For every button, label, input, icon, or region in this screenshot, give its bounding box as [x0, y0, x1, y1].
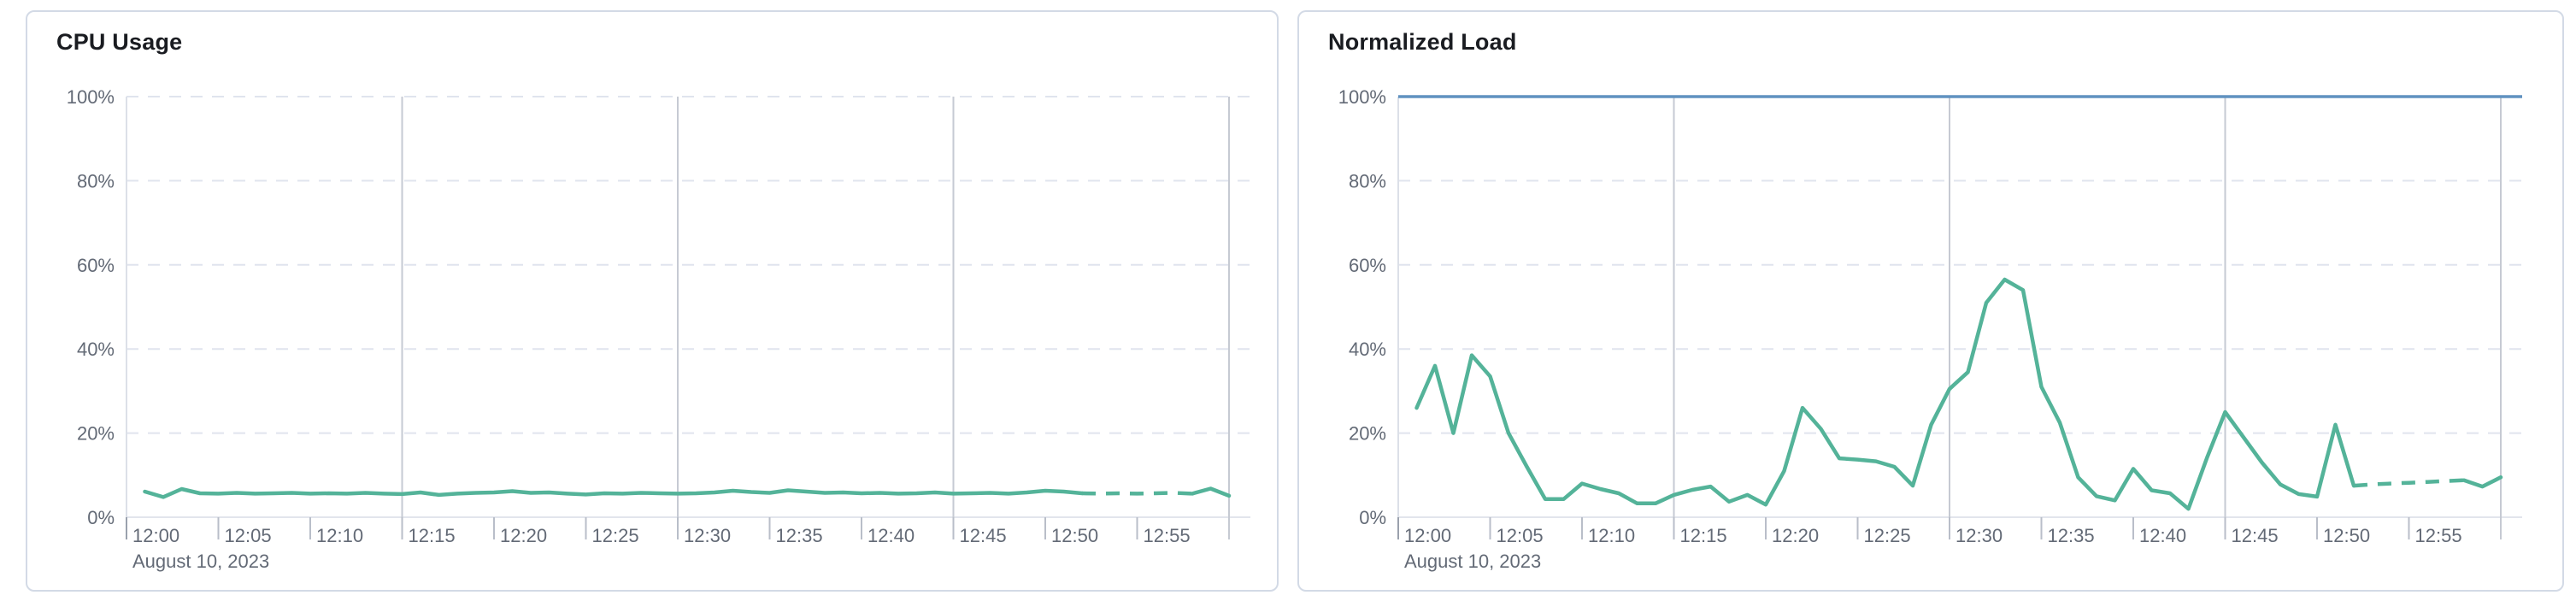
x-tick-label: 12:35 [2048, 525, 2095, 546]
x-tick-label: 12:40 [2139, 525, 2186, 546]
y-tick-label: 0% [87, 507, 115, 528]
y-tick-label: 100% [1338, 86, 1386, 108]
x-tick-label: 12:55 [2415, 525, 2462, 546]
x-tick-label: 12:20 [1772, 525, 1819, 546]
y-tick-label: 60% [1349, 255, 1386, 276]
x-tick-label: 12:00 [132, 525, 179, 546]
x-tick-label: 12:25 [1864, 525, 1911, 546]
y-tick-label: 80% [77, 170, 115, 192]
x-tick-label: 12:50 [1051, 525, 1098, 546]
y-tick-label: 100% [67, 86, 115, 108]
x-tick-label: 12:00 [1404, 525, 1451, 546]
cpu-usage-chart-svg: 12:00 12:05 12:10 12:15 12:20 12:25 12:30 12:35… [67, 86, 1250, 572]
x-tick-label: 12:45 [960, 525, 1007, 546]
x-tick-label: 12:40 [867, 525, 915, 546]
y-tick-label: 40% [77, 339, 115, 360]
x-tick-label: 12:55 [1144, 525, 1191, 546]
chart-card-normalized-load: Normalized Load 12:00 12:05 12:10 12:15 12:2… [1297, 10, 2564, 592]
y-tick-label: 60% [77, 255, 115, 276]
cpu-usage-line-tail [1190, 486, 1232, 498]
chart-title-cpu-usage: CPU Usage [56, 29, 183, 55]
x-date-label: August 10, 2023 [132, 551, 269, 572]
y-tick-label: 40% [1349, 339, 1386, 360]
y-tick-label: 0% [1359, 507, 1386, 528]
y-tick-label: 20% [1349, 423, 1386, 445]
x-tick-label: 12:20 [500, 525, 547, 546]
x-tick-label: 12:30 [1956, 525, 2003, 546]
chart-title-normalized-load: Normalized Load [1328, 29, 1517, 55]
cpu-usage-line-solid [143, 486, 1085, 499]
x-tick-label: 12:50 [2323, 525, 2370, 546]
chart-card-cpu-usage: CPU Usage 12:00 12:05 12:10 12:15 12:20 12:25… [26, 10, 1279, 592]
x-tick-label: 12:25 [592, 525, 639, 546]
cpu-usage-chart-plot[interactable]: 12:00 12:05 12:10 12:15 12:20 12:25 12:30 12:35… [27, 12, 1277, 590]
cpu-usage-line-dashed [1081, 491, 1193, 496]
y-tick-label: 20% [77, 423, 115, 445]
y-tick-label: 80% [1349, 170, 1386, 192]
x-tick-label: 12:15 [1680, 525, 1727, 546]
x-tick-label: 12:10 [1588, 525, 1635, 546]
x-tick-label: 12:05 [225, 525, 272, 546]
normalized-load-line-dashed [2353, 478, 2465, 488]
x-tick-label: 12:10 [316, 525, 363, 546]
x-tick-label: 12:30 [684, 525, 731, 546]
x-tick-label: 12:15 [409, 525, 456, 546]
x-tick-label: 12:35 [776, 525, 823, 546]
normalized-load-chart-plot[interactable]: 12:00 12:05 12:10 12:15 12:20 12:25 12:30 12:35… [1299, 12, 2562, 590]
normalized-load-line-solid [1414, 277, 2356, 511]
x-tick-label: 12:45 [2232, 525, 2279, 546]
normalized-load-line-tail [2461, 475, 2503, 489]
x-date-label: August 10, 2023 [1404, 551, 1541, 572]
normalized-load-chart-svg: 12:00 12:05 12:10 12:15 12:20 12:25 12:30 12:35… [1338, 86, 2522, 572]
x-tick-label: 12:05 [1497, 525, 1544, 546]
